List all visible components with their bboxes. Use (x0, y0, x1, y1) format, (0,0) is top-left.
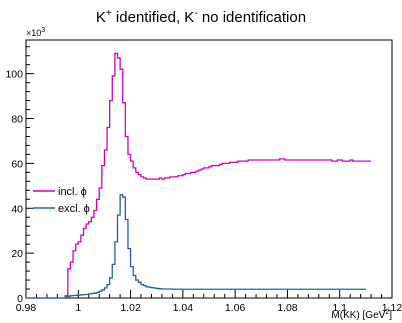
chart-title: K+ identified, K- no identification (96, 8, 306, 26)
y-tick-label: 80 (11, 114, 23, 126)
x-tick-label: 1.06 (225, 302, 246, 314)
x-axis-title: M(KK) [GeV2] (331, 309, 392, 321)
series-line-excl-phi (26, 194, 366, 299)
y-tick-label: 40 (11, 203, 23, 215)
series-line-incl-phi (26, 52, 372, 299)
x-axis: 0.98 1 1.02 1.04 1.06 1.08 1.1 1.12 (16, 290, 402, 314)
legend-label: incl. ϕ (58, 186, 87, 198)
x-tick-label: 1.1 (332, 302, 347, 314)
x-tick-label: 1.12 (382, 302, 402, 314)
plot-area (25, 39, 393, 299)
title-sup-plus: + (106, 8, 112, 19)
series-group (26, 52, 372, 299)
y-exponent-label: ×103 (26, 27, 45, 38)
title-part-end: no identification (198, 9, 306, 26)
x-tick-label: 1.02 (120, 302, 141, 314)
title-part-mid: identified, K (112, 9, 195, 26)
legend-label: excl. ϕ (58, 203, 90, 215)
y-tick-label: 0 (17, 293, 23, 305)
y-axis: 0 20 40 60 80 100 (5, 46, 34, 305)
y-tick-label: 20 (11, 248, 23, 260)
x-tick-label: 1.04 (173, 302, 194, 314)
y-tick-label: 100 (5, 69, 23, 81)
legend: incl. ϕ excl. ϕ (33, 186, 90, 215)
y-tick-label: 60 (11, 158, 23, 170)
x-tick-label: 1 (75, 302, 81, 314)
title-sup-minus: - (194, 8, 197, 19)
plot-frame (25, 39, 393, 299)
x-tick-label: 0.98 (16, 302, 37, 314)
x-tick-label: 1.08 (277, 302, 298, 314)
title-part-k: K (96, 9, 106, 26)
